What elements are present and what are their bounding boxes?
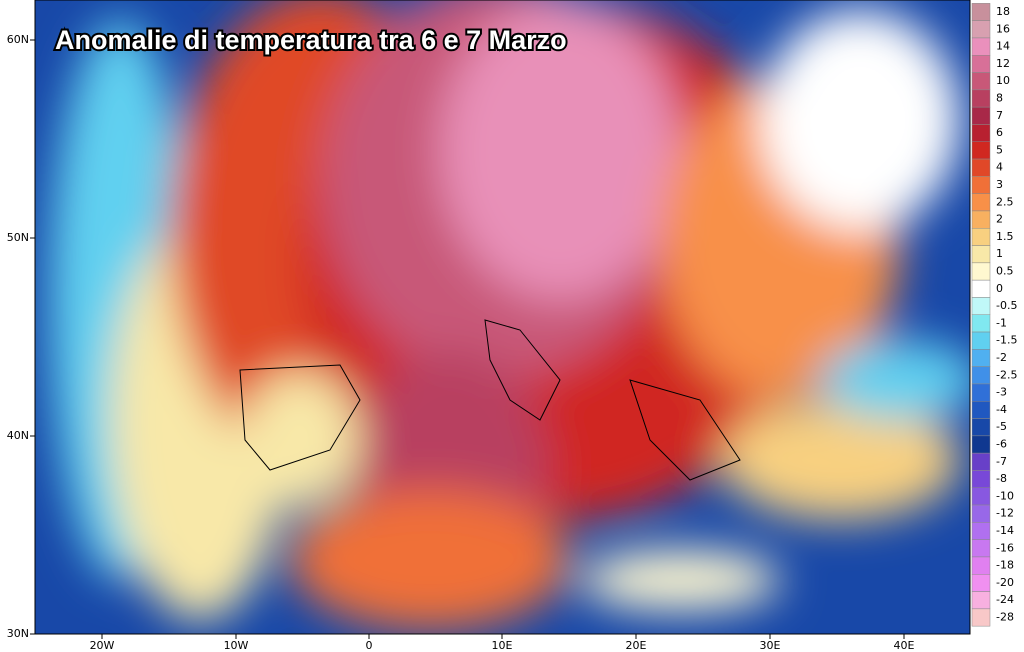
- legend-label: -16: [996, 541, 1014, 554]
- legend-label: -7: [996, 455, 1007, 468]
- legend-label: 6: [996, 126, 1003, 139]
- legend-swatch: [971, 245, 991, 264]
- map-title: Anomalie di temperatura tra 6 e 7 Marzo: [55, 25, 567, 55]
- legend-swatch: [971, 314, 991, 333]
- legend-label: 5: [996, 143, 1003, 156]
- lon-label: 20W: [90, 639, 115, 652]
- legend-swatch: [971, 3, 991, 21]
- legend-swatch: [971, 608, 991, 627]
- legend-swatch: [971, 193, 991, 212]
- legend-label: -2: [996, 351, 1007, 364]
- legend-label: 16: [996, 22, 1010, 35]
- legend-swatch: [971, 452, 991, 471]
- legend-swatch: [971, 539, 991, 558]
- legend-swatch: [971, 383, 991, 402]
- legend-swatch: [971, 591, 991, 610]
- legend-swatch: [971, 210, 991, 229]
- legend-label: 1.5: [996, 230, 1014, 243]
- lat-label: 50N: [7, 231, 29, 244]
- temperature-field: [35, 0, 970, 634]
- legend-swatch: [971, 470, 991, 489]
- legend-label: -3: [996, 386, 1007, 399]
- legend-label: -2.5: [996, 368, 1017, 381]
- legend-swatch: [971, 176, 991, 194]
- legend-label: -10: [996, 489, 1014, 502]
- legend-swatch: [971, 556, 991, 575]
- legend-label: -4: [996, 403, 1007, 416]
- lon-label: 30E: [760, 639, 781, 652]
- legend-label: 8: [996, 92, 1003, 105]
- legend-label: 0.5: [996, 265, 1014, 278]
- legend-swatch: [971, 55, 991, 73]
- legend-label: -20: [996, 576, 1014, 589]
- lat-label: 60N: [7, 33, 29, 46]
- legend-label: 4: [996, 161, 1003, 174]
- legend-swatch: [971, 89, 991, 108]
- legend-label: -18: [996, 559, 1014, 572]
- legend-label: -12: [996, 507, 1014, 520]
- legend-swatch: [971, 141, 991, 160]
- legend-swatch: [971, 574, 991, 592]
- legend-label: 12: [996, 57, 1010, 70]
- legend-swatch: [971, 504, 991, 523]
- lon-label: 40E: [894, 639, 915, 652]
- legend-swatch: [971, 297, 991, 316]
- legend-label: -1.5: [996, 334, 1017, 347]
- legend-label: 3: [996, 178, 1003, 191]
- lon-label: 10W: [224, 639, 249, 652]
- legend-label: -14: [996, 524, 1014, 537]
- legend-label: 2.5: [996, 195, 1014, 208]
- legend-label: 2: [996, 213, 1003, 226]
- legend-label: 18: [996, 5, 1010, 18]
- legend-label: 7: [996, 109, 1003, 122]
- lat-label: 30N: [7, 627, 29, 640]
- legend-swatch: [971, 487, 991, 506]
- legend-label: -24: [996, 593, 1014, 606]
- legend-swatch: [971, 366, 991, 385]
- legend-swatch: [971, 262, 991, 281]
- legend-label: -5: [996, 420, 1007, 433]
- legend-swatch: [971, 418, 991, 437]
- legend-label: 0: [996, 282, 1003, 295]
- legend-label: -1: [996, 316, 1007, 329]
- legend-swatch: [971, 401, 991, 419]
- legend-swatch: [971, 124, 991, 142]
- legend-label: -8: [996, 472, 1007, 485]
- legend-swatch: [971, 279, 991, 298]
- legend-swatch: [971, 20, 991, 39]
- legend-swatch: [971, 331, 991, 350]
- lon-label: 20E: [626, 639, 647, 652]
- lon-label: 10E: [492, 639, 513, 652]
- legend-swatch: [971, 158, 991, 177]
- lon-label: 0: [366, 639, 373, 652]
- legend-swatch: [971, 435, 991, 454]
- legend-swatch: [971, 72, 991, 91]
- legend-swatch: [971, 228, 991, 246]
- lat-label: 40N: [7, 429, 29, 442]
- legend-swatch: [971, 106, 991, 125]
- legend-swatch: [971, 37, 991, 56]
- legend-label: 10: [996, 74, 1010, 87]
- legend-label: 14: [996, 40, 1010, 53]
- legend-label: -6: [996, 438, 1007, 451]
- legend-swatch: [971, 349, 991, 367]
- legend-label: -28: [996, 611, 1014, 624]
- legend-label: -0.5: [996, 299, 1017, 312]
- legend-label: 1: [996, 247, 1003, 260]
- legend-swatch: [971, 522, 991, 540]
